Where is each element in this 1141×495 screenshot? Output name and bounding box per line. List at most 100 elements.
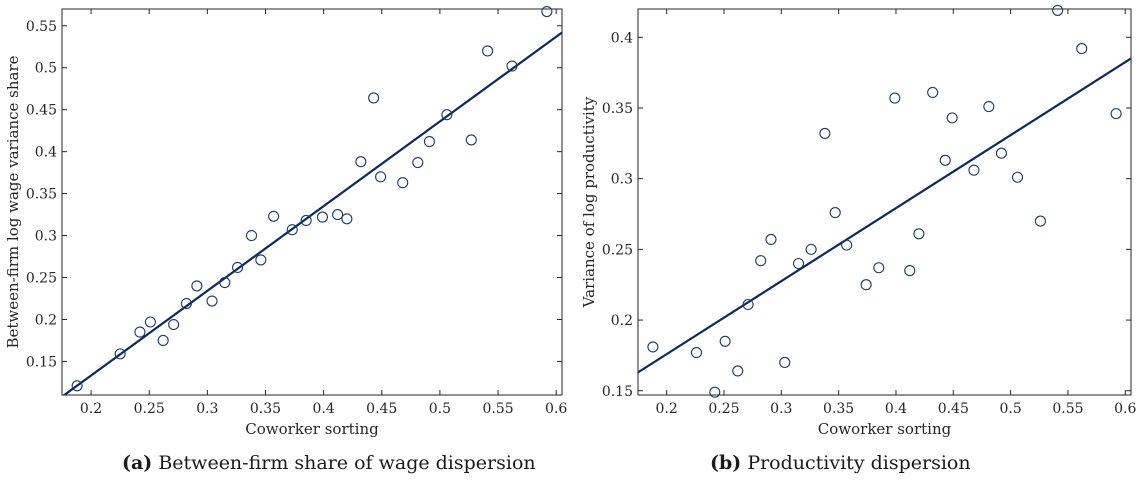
panel-b-x-tick-label: 0.2	[656, 401, 678, 417]
panel-b-data-point	[742, 298, 754, 311]
panel-a-x-axis-label: Coworker sorting	[245, 420, 379, 438]
panel-a-y-tick-label: 0.3	[35, 229, 57, 245]
panel-b-data-point	[1110, 108, 1122, 120]
panel-a-data-point	[114, 348, 126, 360]
panel-b-plot-frame	[637, 8, 1132, 396]
panel-a-data-point	[465, 134, 477, 146]
panel-b-data-point	[792, 257, 805, 270]
panel-b-data-point	[913, 228, 925, 240]
panel-a-x-tick-label: 0.45	[366, 401, 397, 417]
panel-a-y-tick-label: 0.2	[35, 312, 57, 328]
panel-a-data-point	[134, 326, 146, 338]
panel-a-data-point	[144, 316, 156, 328]
panel-a-x-tick-label: 0.55	[482, 401, 513, 417]
panel-a-data-point	[206, 295, 218, 307]
panel-a-data-point	[332, 209, 344, 221]
panel-b-caption-text: Productivity dispersion	[747, 452, 971, 474]
panel-a-data-point	[482, 45, 494, 57]
panel-b-data-point	[889, 92, 901, 104]
panel-a-caption: (a) Between-firm share of wage dispersio…	[122, 452, 536, 474]
panel-b-data-point	[647, 341, 659, 353]
panel-b-data-point	[873, 262, 885, 274]
figure: 0.2 0.25 0.3 0.35 0.4 0.45 0.5 0.55 0.6 0.15 0.2 0.…	[4, 4, 1136, 438]
panel-a-data-point	[71, 380, 83, 392]
panel-a-data-point	[168, 318, 180, 331]
panel-b-x-tick-label: 0.6	[1114, 401, 1136, 417]
panel-a-data-point	[180, 297, 192, 310]
panel-b-y-tick-label: 0.2	[611, 313, 633, 329]
panel-b-data-point	[995, 147, 1007, 159]
panel-b-fit-line	[638, 57, 1131, 374]
panel-b-y-axis-label: Variance of log productivity	[580, 96, 598, 308]
panel-b-data-point	[1076, 43, 1088, 55]
panel-a-data-point	[355, 156, 367, 168]
panel-b-x-tick-label: 0.55	[1052, 401, 1083, 417]
panel-a-plot-frame	[61, 8, 563, 396]
panel-b-data-point	[1011, 171, 1024, 183]
panel-a-data-point	[268, 210, 280, 222]
panel-b-y-tick-label: 0.25	[602, 242, 633, 258]
panel-a-y-tick-label: 0.45	[26, 103, 57, 119]
panel-b-x-tick-label: 0.3	[770, 401, 792, 417]
panel-b-y-tick-label: 0.3	[611, 172, 633, 188]
panel-a-data-point	[368, 92, 380, 104]
panel-b-data-point	[1034, 215, 1046, 227]
panel-a-data-point	[300, 214, 312, 227]
panel-a-y-axis-label: Between-firm log wage variance share	[4, 55, 22, 348]
panel-b-data-point	[927, 86, 939, 98]
panel-b-data-point	[690, 347, 703, 359]
panel-a-data-point	[375, 171, 387, 183]
panel-a-y-tick-label: 0.55	[26, 19, 57, 35]
panel-b-scatter-chart: 0.2 0.25 0.3 0.35 0.4 0.45 0.5 0.55 0.6 0.15 0.2 0.…	[580, 4, 1136, 438]
panel-b-y-tick-label: 0.35	[602, 101, 633, 117]
panel-a-x-tick-label: 0.4	[312, 401, 334, 417]
panel-b-data-point	[841, 239, 853, 251]
panel-b-data-point	[709, 386, 721, 398]
panel-b-data-point	[939, 154, 951, 166]
panel-a-caption-text: Between-firm share of wage dispersion	[158, 452, 536, 474]
panel-a-x-tick-label: 0.2	[80, 401, 102, 417]
panel-a-data-point	[316, 211, 329, 223]
panel-a-x-tick-label: 0.5	[429, 401, 451, 417]
panel-a-y-tick-label: 0.5	[35, 61, 57, 77]
panel-a-y-tick-label: 0.15	[26, 354, 57, 370]
panel-b-x-tick-label: 0.35	[823, 401, 854, 417]
panel-b-caption: (b) Productivity dispersion	[710, 452, 971, 474]
panel-a-label: (a)	[122, 452, 153, 474]
panel-b-data-point	[819, 127, 831, 139]
panel-b-x-tick-label: 0.25	[708, 401, 739, 417]
panel-a-data-point	[397, 177, 409, 189]
panel-b-x-tick-label: 0.4	[885, 401, 907, 417]
panel-b-y-tick-label: 0.4	[611, 30, 633, 46]
panel-a-data-point	[191, 280, 203, 292]
panel-a-data-point	[286, 224, 298, 236]
panel-b-data-point	[904, 265, 916, 277]
panel-b-data-point	[829, 207, 841, 219]
panel-a-data-point	[219, 277, 231, 289]
panel-b-data-point	[1052, 4, 1064, 16]
panel-a-fit-line	[62, 31, 562, 395]
panel-a-data-point	[441, 109, 453, 121]
panel-a-data-point	[541, 5, 553, 18]
panel-a-data-point	[255, 254, 267, 266]
panel-b-data-point	[860, 279, 872, 291]
panel-b-y-tick-label: 0.15	[602, 384, 633, 400]
panel-b-data-point	[755, 255, 767, 267]
panel-a-x-tick-label: 0.35	[250, 401, 281, 417]
panel-b-label: (b)	[710, 452, 742, 474]
panel-a-data-point	[157, 334, 169, 347]
panel-a-y-tick-label: 0.25	[26, 271, 57, 287]
panel-b-data-point	[732, 365, 744, 377]
panel-b-x-tick-label: 0.5	[999, 401, 1021, 417]
panel-b-data-point	[805, 243, 817, 255]
panel-a-scatter-chart: 0.2 0.25 0.3 0.35 0.4 0.45 0.5 0.55 0.6 0.15 0.2 0.…	[4, 5, 567, 438]
panel-b-x-tick-label: 0.45	[938, 401, 969, 417]
panel-a-data-point	[245, 230, 258, 242]
panel-a-data-point	[423, 136, 435, 148]
panel-a-data-point	[506, 60, 518, 72]
panel-a-data-point	[341, 213, 353, 225]
panel-a-data-point	[232, 261, 244, 274]
panel-a-x-tick-label: 0.25	[134, 401, 165, 417]
panel-b-data-point	[779, 356, 791, 369]
panel-a-x-tick-label: 0.3	[196, 401, 218, 417]
